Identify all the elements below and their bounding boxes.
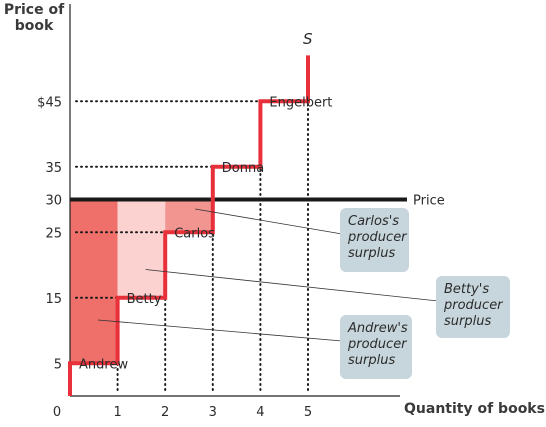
y-tick-label-35: 35 bbox=[45, 161, 62, 176]
supply-curve-label: S bbox=[303, 30, 313, 48]
callout-text-betty: producer bbox=[443, 298, 504, 313]
callout-text-andrew: Andrew's bbox=[347, 321, 408, 336]
callout-leader-andrew bbox=[97, 319, 343, 342]
x-tick-label-5: 5 bbox=[304, 405, 312, 420]
callout-text-carlos: producer bbox=[347, 230, 408, 245]
x-tick-label-0: 0 bbox=[53, 405, 61, 420]
callout-text-andrew: producer bbox=[347, 337, 408, 352]
x-tick-label-2: 2 bbox=[161, 405, 169, 420]
axis-ticks: 5 15 25 30 35 $45 0 1 2 3 4 5 bbox=[37, 95, 312, 420]
y-axis-title-line: book bbox=[14, 18, 54, 34]
seller-label-engelbert: Engelbert bbox=[269, 95, 332, 110]
y-tick-label-45: $45 bbox=[37, 95, 62, 110]
y-axis-title-line: Price of bbox=[3, 2, 65, 18]
callout-box-andrew bbox=[340, 315, 412, 379]
seller-label-andrew: Andrew bbox=[79, 357, 128, 372]
supply-curve-group: S bbox=[68, 30, 313, 396]
x-tick-label-4: 4 bbox=[256, 405, 264, 420]
surplus-area-betty bbox=[117, 199, 166, 298]
price-line-group: Price bbox=[70, 194, 445, 209]
callout-text-carlos: Carlos's bbox=[348, 214, 399, 229]
surplus-areas bbox=[70, 199, 213, 364]
seller-label-donna: Donna bbox=[222, 161, 264, 176]
y-tick-label-15: 15 bbox=[45, 292, 62, 307]
y-axis-title: Price of book bbox=[2, 2, 66, 34]
callout-leader-carlos bbox=[195, 208, 343, 235]
callout-text-andrew: surplus bbox=[348, 353, 395, 368]
x-tick-label-3: 3 bbox=[209, 405, 217, 420]
callout-text-carlos: surplus bbox=[348, 246, 395, 261]
surplus-callouts: Carlos'sproducersurplusBetty'sproducersu… bbox=[97, 208, 510, 379]
price-line-label: Price bbox=[413, 194, 445, 209]
callout-text-betty: Betty's bbox=[444, 282, 489, 297]
y-tick-label-30: 30 bbox=[45, 194, 62, 209]
seller-label-carlos: Carlos bbox=[174, 226, 215, 241]
x-axis-title: Quantity of books bbox=[404, 401, 545, 417]
callout-text-betty: surplus bbox=[444, 314, 491, 329]
seller-labels: Andrew Betty Carlos Donna Engelbert bbox=[79, 95, 332, 372]
callout-box-carlos bbox=[340, 208, 409, 272]
y-tick-label-25: 25 bbox=[45, 226, 62, 241]
surplus-area-carlos bbox=[165, 199, 213, 233]
supply-curve bbox=[68, 55, 310, 396]
y-tick-label-5: 5 bbox=[54, 357, 62, 372]
callout-box-betty bbox=[436, 276, 510, 338]
surplus-area-andrew bbox=[70, 199, 118, 364]
x-tick-label-1: 1 bbox=[113, 405, 121, 420]
seller-label-betty: Betty bbox=[127, 292, 162, 307]
callout-leader-betty bbox=[145, 269, 439, 302]
